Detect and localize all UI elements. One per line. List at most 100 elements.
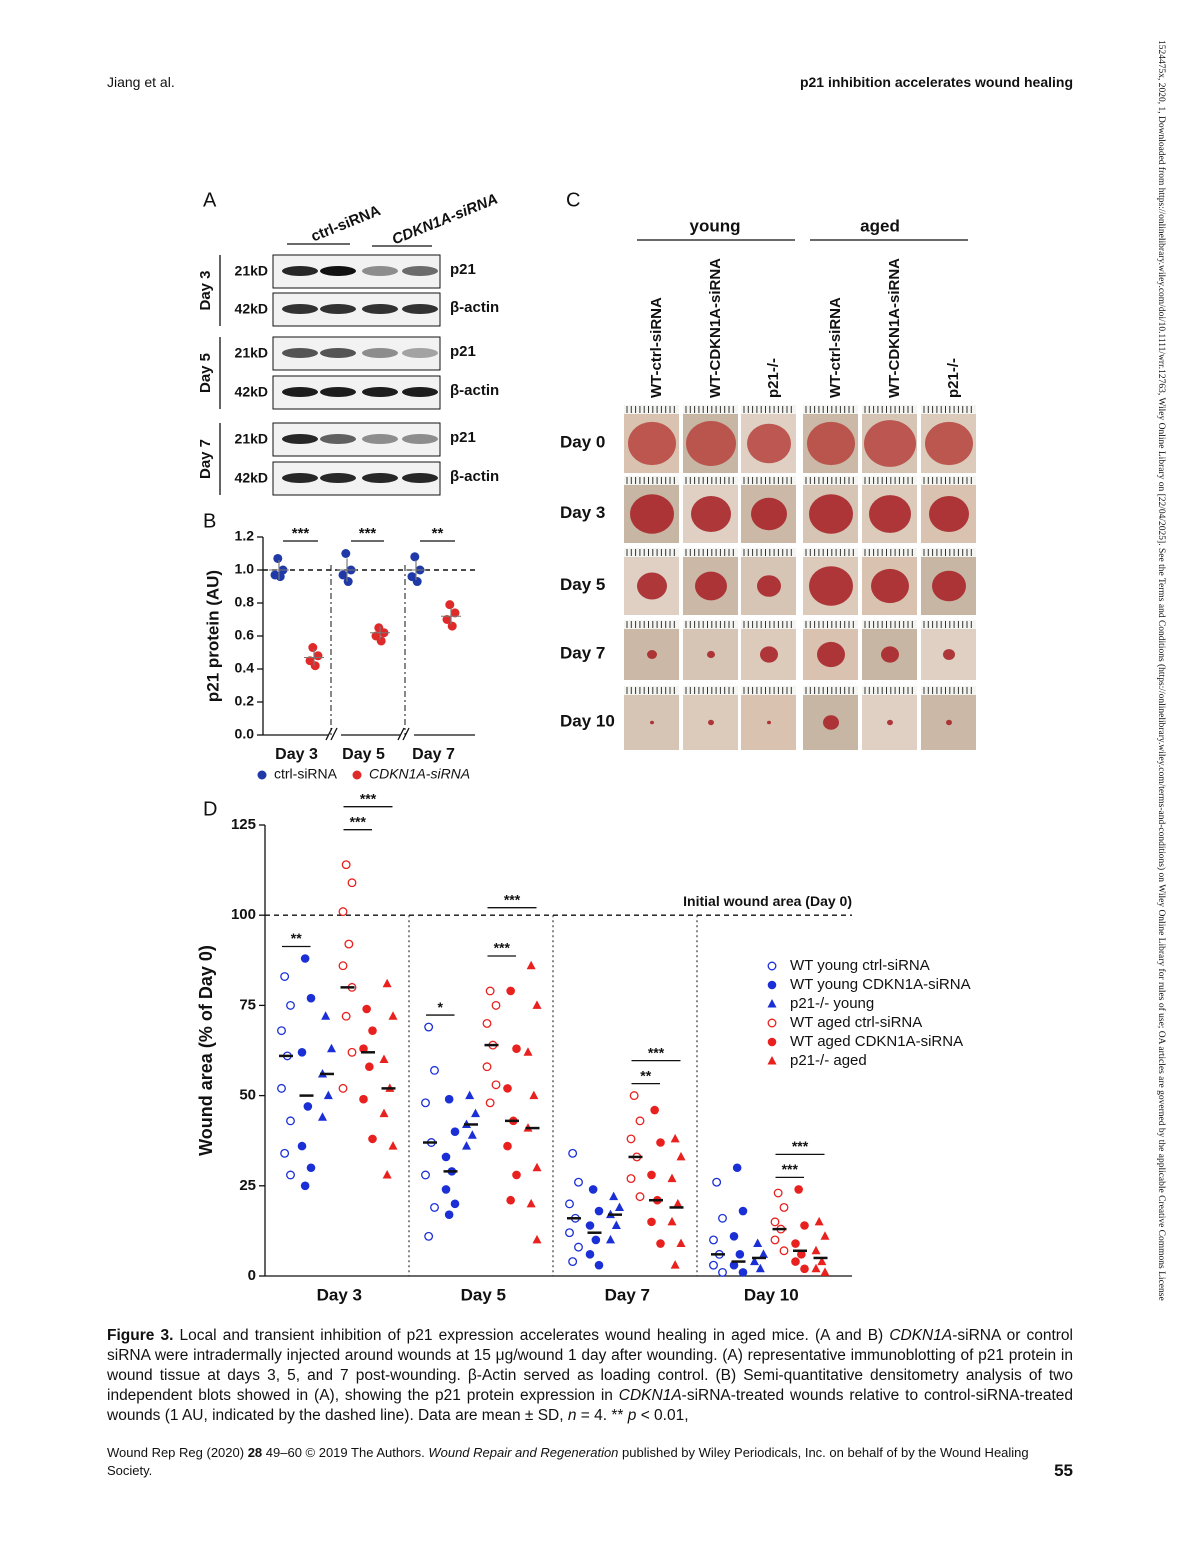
data-point [594,1260,604,1270]
ruler [683,476,738,485]
data-point [626,1134,636,1144]
data-point [767,1037,777,1047]
blot-band [362,387,398,397]
column-label: WT-ctrl-siRNA [648,297,665,398]
blot-band [320,434,356,444]
group-label: ctrl-siRNA [309,202,384,245]
data-point [343,577,353,587]
legend-label: p21-/- aged [790,1052,867,1069]
significance: ** [291,930,302,946]
y-tick-label: 100 [231,906,256,923]
data-point [382,1169,392,1179]
ruler [803,476,858,485]
data-point [767,999,777,1008]
y-axis-title: Wound area (% of Day 0) [196,945,216,1156]
protein-label: p21 [450,429,476,446]
data-point [647,1170,656,1180]
blot-band [402,348,438,358]
data-point [767,961,777,971]
panel-label: B [203,510,216,532]
data-point [441,1152,451,1162]
x-tick-label: Day 3 [317,1285,362,1304]
wound [650,720,654,725]
data-point [794,1185,803,1194]
data-point [738,1268,748,1277]
photo [741,686,796,750]
y-tick-label: 50 [239,1087,256,1104]
significance: *** [292,525,310,542]
column-label: WT-ctrl-siRNA [827,297,844,398]
data-point [462,1141,471,1150]
data-point [523,1047,533,1056]
data-point [755,1263,765,1273]
data-point [471,1108,480,1118]
data-point [300,954,310,963]
data-point [767,1018,777,1028]
legend-label: p21-/- young [790,995,874,1012]
wound [943,649,955,660]
significance: *** [782,1161,799,1177]
data-point [667,1216,677,1226]
ruler [683,686,738,695]
significance: ** [640,1067,651,1083]
data-point [365,1062,374,1072]
data-point [313,651,323,661]
data-point [318,1112,327,1121]
data-point [482,1018,492,1028]
row-label: Day 7 [560,643,605,662]
wound [757,575,781,597]
column-label: WT-CDKN1A-siRNA [707,258,724,398]
photo [921,686,976,750]
data-point [767,1056,777,1065]
footer-text: Wound Repair and Regeneration [428,1445,619,1460]
data-point [526,1198,536,1208]
data-point [532,1234,542,1244]
blot-band [402,387,438,397]
group-label: CDKN1A-siRNA [390,190,501,248]
data-point [773,1188,783,1198]
blot-band [402,304,438,314]
ruler [803,405,858,414]
caption-text: -siRNA or control siRNA were intradermal… [107,1327,1073,1404]
blot-band [320,304,356,314]
data-point [574,1177,583,1187]
protein-label: β-actin [450,468,499,485]
data-point [286,1170,295,1180]
data-point [526,960,536,970]
size-label: 21kD [235,263,268,279]
ruler [741,548,796,557]
row-label: Day 0 [560,432,605,451]
ruler [921,405,976,414]
wound [747,423,791,464]
wound [887,719,893,726]
day-label: Day 3 [197,270,214,310]
data-point [280,1148,290,1158]
wound [809,566,853,606]
data-point [491,1080,501,1090]
data-point [465,1090,475,1100]
data-point [506,1195,515,1205]
ruler [683,620,738,629]
ruler [624,405,679,414]
panel-label: A [203,189,217,211]
caption-text: < 0.01, [636,1407,689,1424]
footer: Wound Rep Reg (2020) 28 49–60 © 2019 The… [107,1444,1037,1480]
wound [809,494,853,534]
column-label: p21-/- [765,358,782,398]
data-point [388,1011,398,1020]
wound [707,650,715,659]
data-point [421,1098,430,1108]
blot-band [282,266,318,276]
wound [946,719,952,726]
wound [925,421,973,466]
data-point [811,1263,821,1273]
caption-label: Figure 3. [107,1327,174,1344]
data-point [379,1054,389,1064]
data-point [750,1256,759,1266]
data-point [718,1213,727,1223]
y-tick-label: 1.0 [235,561,255,577]
data-point [656,1138,665,1147]
caption-text: CDKN1A [618,1387,682,1404]
photo [683,620,738,680]
